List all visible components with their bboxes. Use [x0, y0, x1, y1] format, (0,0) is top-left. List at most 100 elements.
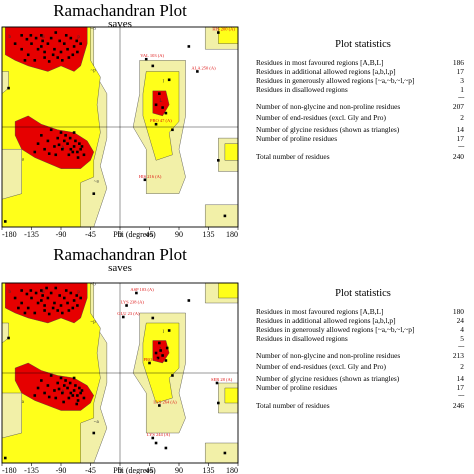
stat-row: Number of proline residues 17: [256, 134, 470, 143]
residue-point: [46, 296, 50, 300]
residue-point: [43, 304, 46, 307]
residue-point: [58, 39, 61, 43]
residue-point: [82, 396, 86, 400]
x-tick-label: 90: [175, 466, 183, 474]
residue-point: [66, 386, 69, 390]
residue-point: [80, 389, 84, 392]
residue-point: [76, 304, 79, 307]
stat-value: 207: [452, 102, 464, 111]
residue-point: [187, 45, 191, 48]
region-letter: p: [77, 35, 80, 40]
residue-point: [223, 214, 227, 218]
residue-point: [64, 134, 67, 137]
stat-value: 246: [452, 401, 464, 410]
stat-label: Total number of residues: [256, 401, 330, 410]
residue-point: [64, 289, 68, 292]
residue-point: [26, 306, 30, 310]
residue-point: [67, 309, 71, 312]
residue-annotation: LYS 264 (A): [153, 400, 177, 405]
residue-point: [40, 289, 43, 292]
residue-point: [223, 451, 227, 455]
stat-label: Residues in disallowed regions: [256, 334, 348, 343]
stat-label: Residues in generously allowed regions […: [256, 325, 415, 334]
stat-value: 5: [460, 334, 464, 343]
residue-point: [43, 309, 46, 312]
residue-point: [62, 42, 66, 45]
region-letter: ~p: [91, 320, 97, 325]
residue-point: [62, 139, 66, 143]
x-axis-label: Phi (degrees): [113, 466, 156, 474]
region-letter: ~b: [91, 283, 97, 288]
residue-point: [46, 42, 50, 45]
residue-point: [49, 374, 53, 377]
residue-point: [78, 386, 81, 390]
residue-point: [171, 374, 174, 377]
stat-label: Number of proline residues: [256, 134, 338, 143]
residue-point: [79, 391, 82, 395]
residue-point: [167, 329, 171, 332]
chart-title: Ramachandran Plot: [53, 245, 187, 264]
x-tick-label: 90: [175, 230, 183, 239]
residue-point: [158, 92, 161, 95]
stat-row: Number of non-glycine and non-proline re…: [256, 351, 470, 360]
residue-point: [217, 159, 220, 162]
stat-row: Number of end-residues (excl. Gly and Pr…: [256, 362, 470, 371]
stat-label: Residues in most favoured regions [A,B,L…: [256, 58, 384, 67]
residue-point: [92, 431, 96, 435]
region-letter: b: [9, 35, 12, 40]
residue-point: [71, 306, 75, 310]
residue-point: [54, 396, 58, 400]
region-letter: a: [22, 400, 25, 405]
residue-point: [92, 192, 96, 195]
residue-point: [20, 301, 23, 305]
residue-point: [43, 56, 46, 59]
residue-point: [66, 47, 69, 51]
outlier-point: [217, 31, 220, 34]
residue-point: [59, 376, 63, 380]
residue-point: [20, 34, 23, 37]
stat-label: Number of non-glycine and non-proline re…: [256, 351, 401, 360]
residue-point: [56, 56, 60, 59]
residue-point: [61, 391, 64, 395]
residue-point: [57, 387, 61, 391]
region-letter: l: [163, 80, 165, 85]
residue-point: [154, 351, 158, 355]
residue-point: [40, 299, 43, 302]
stat-value: 17: [456, 383, 464, 392]
residue-annotation: HIS 216 (A): [139, 174, 162, 179]
residue-point: [49, 291, 53, 295]
residue-point: [47, 60, 51, 63]
residue-point: [49, 36, 53, 40]
region-letter: b: [9, 290, 12, 295]
chart-subtitle: saves: [108, 262, 132, 274]
residue-point: [156, 356, 160, 360]
additional-allowed-region: [142, 71, 180, 161]
residue-point: [51, 53, 55, 57]
stat-value: 2: [460, 362, 464, 371]
additional-allowed-region: [218, 282, 239, 299]
residue-point: [76, 50, 79, 54]
stat-value: 2: [460, 113, 464, 122]
stat-row: Residues in disallowed regions 1: [256, 85, 470, 94]
residue-point: [54, 31, 58, 34]
residue-point: [159, 349, 162, 352]
stat-separator: ----: [256, 143, 470, 152]
stat-separator: ----: [256, 343, 470, 352]
outlier-point: [151, 436, 155, 440]
residue-point: [75, 39, 79, 43]
stat-value: 17: [456, 67, 464, 76]
residue-point: [69, 147, 73, 151]
residue-point: [67, 56, 71, 59]
most-favoured-region: [152, 90, 170, 117]
residue-point: [151, 316, 155, 320]
stat-label: Number of proline residues: [256, 383, 338, 392]
additional-allowed-region: [142, 322, 180, 404]
residue-point: [161, 106, 164, 109]
plot-statistics-title: Plot statistics: [335, 288, 391, 299]
residue-point: [13, 42, 17, 45]
stat-separator-mark: ----: [458, 393, 465, 399]
residue-point: [47, 152, 51, 155]
residue-point: [56, 381, 60, 385]
residue-point: [43, 147, 46, 151]
stat-row: Residues in most favoured regions [A,B,L…: [256, 58, 470, 67]
